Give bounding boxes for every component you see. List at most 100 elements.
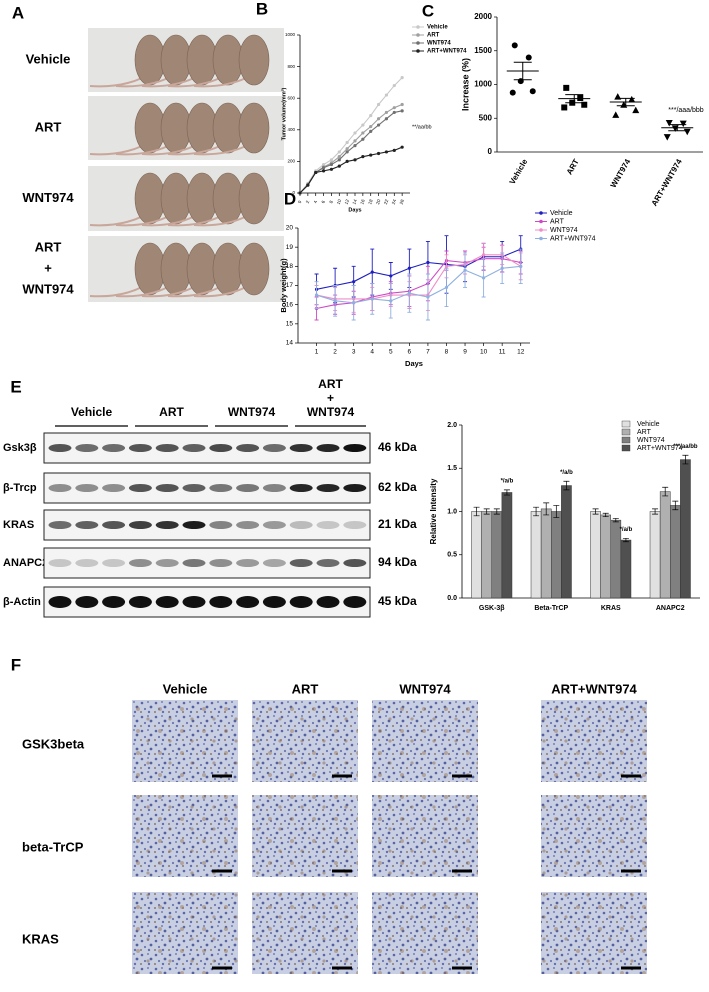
point [683,128,691,136]
point [581,101,588,108]
point [389,299,393,303]
point [337,164,341,168]
y-tick-label: 14 [286,340,294,347]
legend-marker [416,33,420,37]
group-label: WNT974 [22,190,74,205]
error-bar [493,508,500,515]
annotation: **/aa/bb [412,124,432,130]
band [102,559,126,567]
point [376,102,381,107]
bar [680,459,691,599]
mouse [134,34,166,86]
error-bar [672,500,679,511]
error-bar [543,502,550,516]
x-tick-label: ART+WNT974 [650,157,684,208]
point [400,109,404,113]
annotation: ***/aaa/bbb [668,107,704,114]
legend-marker [416,49,420,53]
band [155,596,179,608]
bar [551,511,562,599]
size-label: 45 kDa [378,594,417,608]
band [75,521,99,529]
mouse [160,242,192,296]
band [75,596,99,608]
blot-strip [43,509,371,541]
y-tick-label: 1.5 [447,465,457,472]
mouse-tail [141,215,195,227]
mouse-tail [167,77,221,88]
mouse-tail [193,215,247,227]
annotation: */a/b [560,470,573,476]
bar [670,505,681,599]
mouse-tail [167,145,221,156]
band [155,444,179,452]
protein-label: β-Actin [3,596,41,608]
error-bar [473,506,480,517]
band [128,521,152,529]
point [352,280,356,284]
point [337,155,341,159]
bar [540,508,552,599]
panel-label: E [10,377,21,396]
series-line [316,265,521,304]
point [353,131,357,135]
point [329,162,334,167]
band [182,521,206,529]
mouse-tail [89,215,143,227]
point [384,110,389,115]
mouse [238,172,270,225]
error-bar [668,124,687,132]
point [337,150,341,154]
y-tick-label: 800 [287,64,295,69]
error-bar [682,454,689,465]
legend-marker [539,228,543,232]
x-tick-label: 24 [391,198,398,205]
band [48,521,72,529]
bar [501,492,513,599]
band [316,596,340,608]
blot-group-label: + [327,391,334,405]
y-tick-label: 19 [286,244,294,251]
point [306,183,310,187]
mouse-tail [89,286,143,298]
point [352,301,356,305]
legend-swatch [621,420,631,428]
ihc-stain [541,700,647,782]
row-label: beta-TrCP [22,839,84,854]
group-label: Vehicle [26,51,71,66]
point [361,123,365,127]
legend-label: WNT974 [427,41,451,47]
band [182,596,206,608]
mouse [134,242,166,296]
band [48,559,72,567]
point [361,137,365,141]
mouse [238,242,270,296]
series-line [299,77,403,194]
x-tick-label: 22 [383,198,390,205]
point [519,264,523,268]
x-tick-label: 10 [336,198,343,205]
ihc-stain [372,700,478,782]
blot-strip [43,547,371,579]
band [343,484,367,492]
point [561,104,568,111]
band [343,559,367,567]
panel-label: A [12,3,24,22]
y-tick-label: 1000 [474,80,492,89]
y-tick-label: 400 [287,127,295,132]
bar [471,511,482,599]
x-tick-label: 2 [305,199,311,204]
blot-group-label: ART [159,405,184,419]
error-bar [602,512,609,518]
point [384,150,389,154]
band [155,559,179,567]
x-tick-label: ART [565,157,581,176]
y-tick-label: 16 [286,301,294,308]
point [400,102,404,107]
band [262,521,286,529]
x-tick-label: 8 [445,349,449,356]
band [182,484,206,492]
ihc-stain [132,795,238,877]
x-tick-label: 0 [297,199,303,204]
